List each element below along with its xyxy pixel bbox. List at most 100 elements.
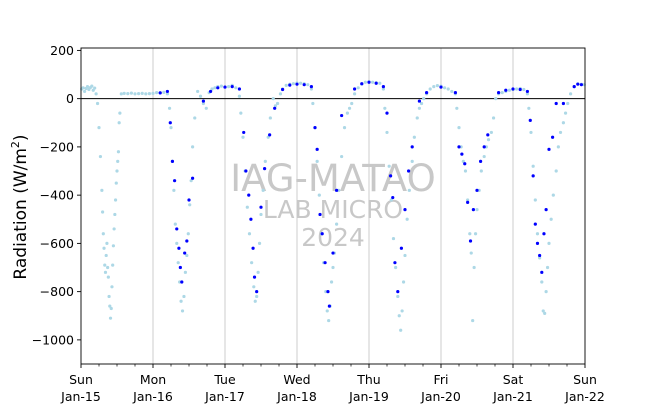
data-point — [255, 290, 259, 294]
data-point — [253, 299, 257, 303]
data-point — [281, 87, 285, 92]
data-point — [340, 113, 344, 118]
data-point — [417, 106, 421, 110]
data-point — [466, 200, 470, 204]
data-point — [551, 193, 555, 197]
data-point — [216, 86, 220, 90]
data-point — [540, 270, 544, 274]
data-point — [460, 152, 464, 156]
data-point — [186, 232, 190, 236]
data-point — [479, 159, 483, 163]
data-point — [104, 253, 108, 258]
data-point — [491, 116, 496, 120]
data-point — [259, 205, 263, 209]
x-tick-label-date: Jan-19 — [348, 389, 389, 404]
data-point — [461, 159, 465, 163]
data-point — [118, 111, 122, 115]
data-point — [172, 188, 176, 192]
data-point — [201, 99, 205, 103]
data-point — [544, 290, 548, 294]
data-point — [381, 84, 385, 89]
data-point — [455, 106, 459, 110]
data-point — [252, 285, 256, 289]
data-point — [385, 111, 389, 115]
data-point — [475, 188, 479, 192]
data-point — [363, 80, 367, 84]
data-point — [116, 150, 121, 154]
data-point — [268, 116, 272, 120]
data-point — [191, 145, 195, 149]
data-point — [113, 198, 118, 202]
data-point — [179, 299, 183, 303]
data-point — [173, 179, 177, 183]
data-point — [255, 294, 259, 299]
data-point — [439, 85, 443, 89]
data-point — [223, 85, 227, 89]
data-point — [391, 195, 395, 200]
data-point — [183, 251, 187, 255]
data-point — [463, 169, 468, 173]
data-point — [327, 318, 331, 323]
data-point — [284, 83, 288, 87]
data-point — [81, 86, 85, 90]
data-point — [291, 82, 295, 86]
data-point — [327, 304, 331, 308]
y-axis-label: Radiation (W/m2) — [9, 134, 31, 279]
data-point — [259, 212, 263, 217]
y-axis-label-main: Radiation (W/m — [11, 148, 31, 279]
data-point — [263, 159, 267, 163]
data-point — [273, 106, 277, 110]
data-point — [239, 111, 243, 115]
data-point — [347, 106, 352, 110]
data-point — [129, 91, 133, 95]
data-point — [410, 159, 414, 163]
x-tick-label-day: Thu — [356, 372, 380, 387]
data-point — [381, 87, 385, 91]
data-point — [407, 169, 411, 173]
data-point — [266, 135, 270, 139]
data-point — [385, 130, 389, 135]
data-point — [182, 294, 186, 299]
data-point — [515, 87, 519, 91]
data-point — [230, 84, 234, 89]
data-point — [263, 167, 267, 171]
data-point — [106, 265, 110, 270]
y-axis: 200 0 −200 −400 −600 −800 −1000 — [32, 43, 81, 347]
data-point — [170, 159, 175, 163]
x-tick-label-date: Jan-18 — [276, 389, 317, 404]
data-point — [399, 246, 403, 250]
data-point — [93, 86, 97, 90]
data-point — [497, 91, 501, 95]
data-point — [116, 159, 120, 163]
y-tick-label: −200 — [40, 139, 74, 154]
data-point — [360, 82, 364, 86]
data-point — [558, 130, 563, 135]
data-point — [114, 181, 118, 185]
data-point — [396, 294, 400, 299]
data-point — [472, 265, 476, 270]
data-point — [180, 309, 185, 313]
data-point — [576, 82, 580, 86]
data-point — [175, 241, 179, 245]
data-point — [450, 89, 454, 94]
data-point — [412, 135, 416, 139]
data-point — [111, 263, 115, 267]
data-point — [95, 101, 100, 106]
data-point — [511, 87, 515, 91]
data-point — [389, 174, 393, 178]
data-point — [419, 101, 424, 106]
data-point — [415, 116, 419, 120]
data-point — [561, 101, 566, 106]
x-tick-label-date: Jan-16 — [132, 389, 173, 404]
data-point — [554, 101, 558, 106]
x-tick-label-date: Jan-17 — [204, 389, 245, 404]
data-point — [518, 87, 522, 92]
data-point — [367, 80, 371, 84]
data-point — [531, 174, 535, 178]
data-point — [165, 89, 169, 94]
data-point — [144, 92, 148, 96]
data-point — [278, 92, 283, 96]
data-point — [271, 97, 275, 101]
data-point — [407, 188, 411, 192]
data-point — [169, 126, 173, 130]
